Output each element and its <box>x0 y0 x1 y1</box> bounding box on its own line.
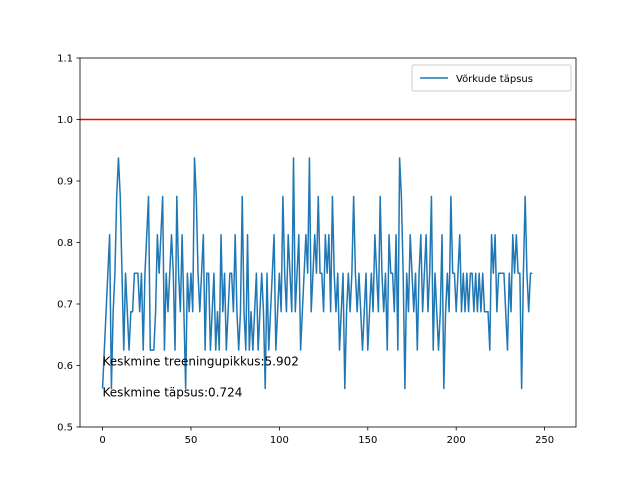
y-tick-label: 0.5 <box>57 423 73 434</box>
data-layer <box>101 157 533 390</box>
legend-box <box>411 64 572 92</box>
x-tick-label: 100 <box>270 435 289 446</box>
series-line-0 <box>101 157 533 390</box>
y-tick-label: 0.9 <box>57 177 73 188</box>
y-tick-label: 0.7 <box>57 300 73 311</box>
legend: Võrkude täpsus <box>411 64 572 92</box>
x-tick-label: 0 <box>99 435 105 446</box>
y-tick-label: 0.6 <box>57 361 73 372</box>
x-tick-label: 150 <box>358 435 377 446</box>
y-tick-label: 1.1 <box>57 54 73 65</box>
x-tick-label: 50 <box>185 435 198 446</box>
annotation-text-1: Keskmine täpsus:0.724 <box>103 385 243 399</box>
annotation-text-0: Keskmine treeningupikkus:5.902 <box>103 355 299 369</box>
axes-layer: 0 50 100 150 200 250 0.5 0.6 0.7 0.8 0.9 1.0 1.1 <box>57 54 577 446</box>
y-tick-label: 0.8 <box>57 238 73 249</box>
y-tick-label: 1.0 <box>57 115 73 126</box>
annotation-layer: Keskmine treeningupikkus:5.902 Keskmine t… <box>103 355 299 400</box>
x-tick-label: 200 <box>447 435 466 446</box>
x-tick-label: 250 <box>535 435 554 446</box>
legend-label-0: Võrkude täpsus <box>456 74 533 85</box>
